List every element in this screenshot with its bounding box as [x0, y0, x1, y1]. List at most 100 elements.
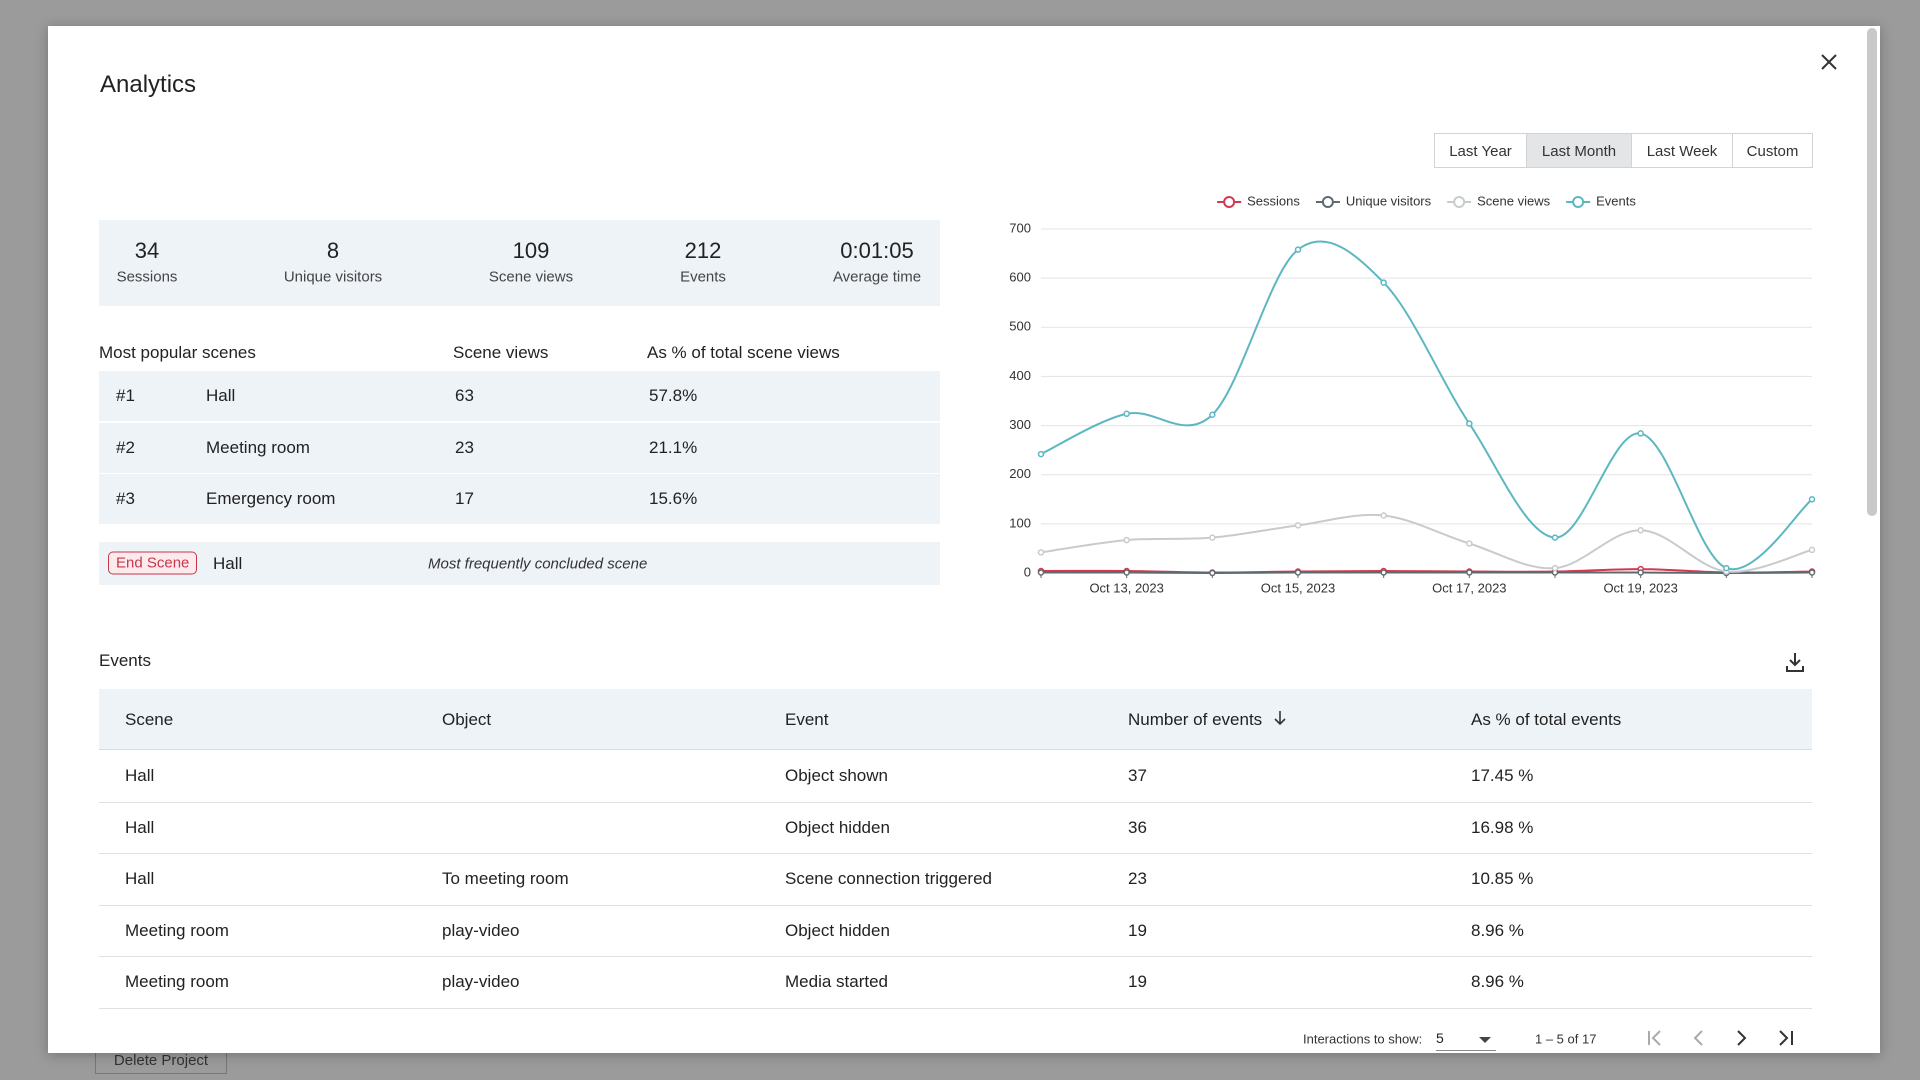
y-tick-label: 100 [1009, 515, 1031, 530]
end-scene-name: Hall [213, 554, 243, 573]
data-point [1037, 569, 1045, 576]
table-cell: Object hidden [785, 817, 890, 837]
scene-cell: 23 [455, 437, 474, 457]
table-header: Event [785, 710, 829, 729]
data-point [1380, 512, 1387, 519]
data-point [1123, 536, 1130, 544]
x-tick-label: Oct 13, 2023 [1089, 580, 1163, 595]
data-point [1808, 546, 1816, 554]
stat-value: 0:01:05 [840, 238, 914, 263]
data-point [1037, 549, 1045, 556]
select-underline [1436, 1050, 1496, 1051]
legend-marker [1223, 196, 1236, 208]
y-tick-label: 400 [1009, 368, 1031, 383]
table-cell: Object shown [785, 766, 888, 785]
data-point [1294, 522, 1302, 529]
data-point [1209, 569, 1216, 577]
stat-value: 109 [512, 238, 550, 263]
scene-cell: 21.1% [649, 437, 698, 457]
dropdown-arrow[interactable] [1479, 1036, 1491, 1044]
scene-row [99, 474, 940, 524]
stat-value: 212 [684, 238, 722, 263]
legend-item: Scene views [1447, 193, 1551, 208]
x-tick-label: Oct 15, 2023 [1261, 580, 1335, 595]
table-header: As % of total events [1471, 710, 1622, 729]
y-tick-label: 200 [1009, 466, 1031, 481]
table-cell: Meeting room [125, 972, 229, 992]
table-cell: 16.98 % [1471, 817, 1534, 837]
scene-cell: #2 [116, 437, 135, 457]
download-button[interactable] [1785, 651, 1805, 673]
legend-label: Scene views [1477, 193, 1550, 208]
row-separator [99, 853, 1812, 855]
data-point [1209, 411, 1216, 419]
row-separator [99, 801, 1812, 803]
row-separator [99, 1007, 1812, 1009]
legend-item: Sessions [1217, 193, 1300, 208]
page-range: 1 – 5 of 17 [1535, 1031, 1597, 1047]
stats-panel [99, 220, 940, 306]
table-cell: play-video [442, 972, 520, 992]
scene-row [99, 422, 940, 473]
y-tick-label: 600 [1009, 270, 1031, 285]
data-point [1466, 569, 1473, 576]
table-cell: 19 [1128, 972, 1147, 992]
end-scene-badge: End Scene [108, 551, 198, 575]
stat-value: 8 [326, 238, 340, 263]
x-tick-label: Oct 19, 2023 [1603, 580, 1677, 595]
close-button[interactable] [1820, 53, 1838, 71]
page-size-select[interactable]: 5 [1436, 1030, 1444, 1046]
y-tick-label: 500 [1009, 319, 1031, 334]
y-tick-label: 700 [1009, 220, 1031, 235]
table-cell: Media started [785, 972, 888, 992]
data-point [1808, 496, 1816, 503]
data-point [1380, 279, 1387, 286]
events-header [99, 689, 1812, 750]
sort-arrow [1274, 711, 1286, 726]
scene-cell: #3 [116, 489, 135, 508]
table-cell: Object hidden [785, 920, 890, 940]
data-point [1808, 569, 1816, 576]
legend-marker [1321, 196, 1334, 208]
scene-cell: Meeting room [206, 437, 310, 457]
data-point [1294, 246, 1302, 253]
data-point [1551, 534, 1559, 541]
data-point [1466, 540, 1473, 547]
data-point [1637, 430, 1644, 437]
scrollbar [1867, 28, 1877, 516]
events-title: Events [99, 651, 151, 670]
pagination-buttons[interactable] [1642, 1026, 1802, 1050]
table-cell: 23 [1128, 869, 1147, 889]
stat-label: Average time [832, 268, 922, 286]
stat-label: Events [680, 268, 726, 286]
series-line [1040, 571, 1813, 575]
legend-label: Sessions [1247, 193, 1300, 208]
stat-label: Scene views [488, 268, 574, 286]
range-button[interactable]: Custom [1732, 133, 1813, 168]
table-header: Object [442, 710, 492, 729]
end-scene-note: Most frequently concluded scene [428, 555, 648, 573]
table-cell: 36 [1128, 817, 1147, 837]
legend-marker [1572, 196, 1585, 208]
scene-cell: Emergency room [206, 489, 336, 508]
data-point [1466, 420, 1473, 427]
legend-label: Unique visitors [1346, 193, 1432, 208]
table-cell: Meeting room [125, 920, 229, 940]
scene-cell: 17 [455, 489, 474, 508]
table-cell: 19 [1128, 920, 1147, 940]
range-button[interactable]: Last Week [1631, 133, 1733, 168]
scene-cell: 63 [455, 386, 474, 405]
data-point [1294, 569, 1302, 576]
data-point [1123, 410, 1130, 418]
scene-cell: #1 [116, 386, 135, 405]
modal-title: Analytics [100, 71, 197, 98]
legend-item: Unique visitors [1315, 193, 1432, 208]
data-point [1209, 534, 1216, 541]
table-cell: Hall [125, 869, 155, 889]
stat-label: Unique visitors [283, 268, 383, 286]
stat-label: Sessions [116, 268, 178, 286]
scene-cell: Hall [206, 386, 236, 405]
x-tick-label: Oct 17, 2023 [1432, 580, 1506, 595]
